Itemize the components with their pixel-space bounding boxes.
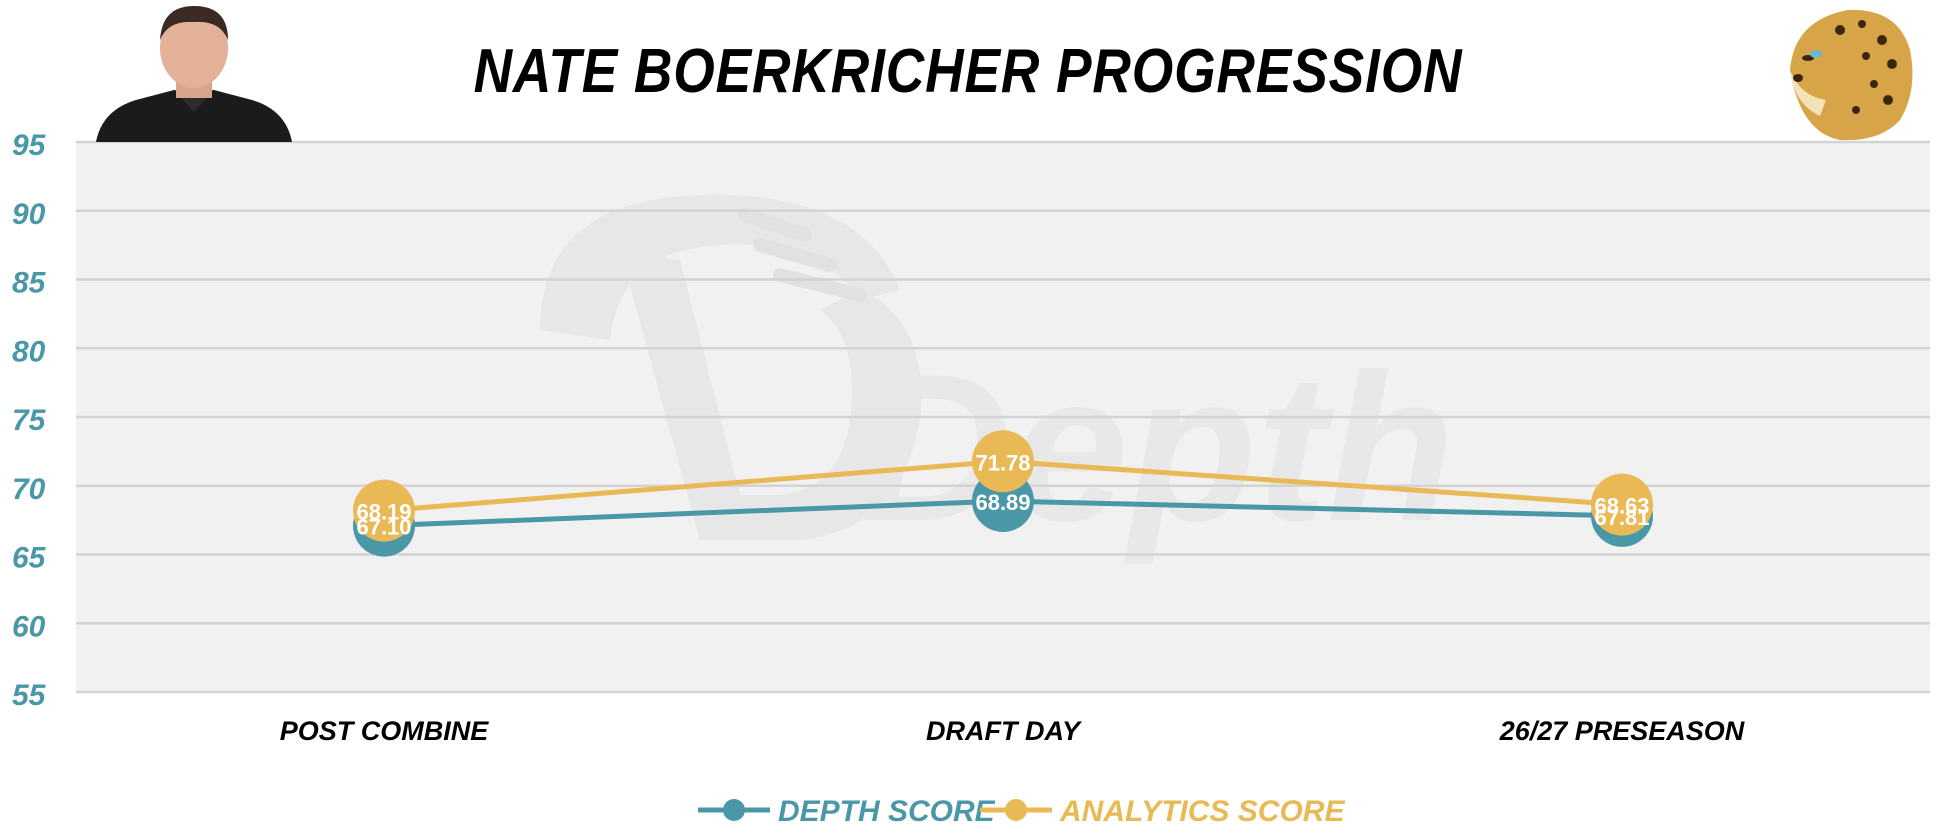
data-label: 71.78	[975, 450, 1030, 475]
y-tick-label: 85	[12, 267, 47, 300]
data-point	[353, 479, 415, 542]
watermark-text: Depth	[860, 330, 1455, 565]
y-tick-label: 65	[12, 542, 47, 575]
data-label: 68.19	[356, 500, 411, 525]
data-label: 67.81	[1594, 505, 1649, 530]
jaguar-logo-icon	[1790, 9, 1913, 141]
data-point	[972, 430, 1034, 493]
data-label: 68.89	[975, 490, 1030, 515]
y-axis-ticks: 95 90 85 80 75 70 65 60 55	[12, 129, 47, 712]
y-tick-label: 90	[12, 198, 46, 231]
y-tick-label: 60	[12, 610, 46, 643]
x-tick-label: 26/27 PRESEASON	[1499, 716, 1745, 746]
legend-label: ANALYTICS SCORE	[1059, 795, 1345, 828]
x-tick-label: DRAFT DAY	[926, 716, 1083, 746]
data-markers: 67.10 68.89 67.81 68.19 71.78 68.63	[353, 430, 1653, 557]
y-tick-label: 55	[12, 679, 47, 712]
y-tick-label: 95	[12, 129, 47, 162]
chart-title: NATE BOERKRICHER PROGRESSION	[473, 37, 1463, 106]
y-tick-label: 75	[12, 404, 47, 437]
legend-swatch-marker	[723, 799, 745, 821]
legend: DEPTH SCORE ANALYTICS SCORE	[698, 795, 1345, 828]
x-tick-label: POST COMBINE	[280, 716, 490, 746]
depth-watermark: Depth	[540, 194, 1455, 565]
legend-swatch-marker	[1005, 799, 1027, 821]
data-label: 68.63	[1594, 494, 1649, 519]
data-label: 67.10	[356, 515, 411, 540]
y-tick-label: 80	[12, 335, 46, 368]
player-headshot-icon	[96, 6, 292, 142]
data-point	[1591, 473, 1653, 536]
legend-label: DEPTH SCORE	[778, 795, 996, 828]
x-axis-ticks: POST COMBINE DRAFT DAY 26/27 PRESEASON	[280, 716, 1745, 746]
y-tick-label: 70	[12, 473, 46, 506]
